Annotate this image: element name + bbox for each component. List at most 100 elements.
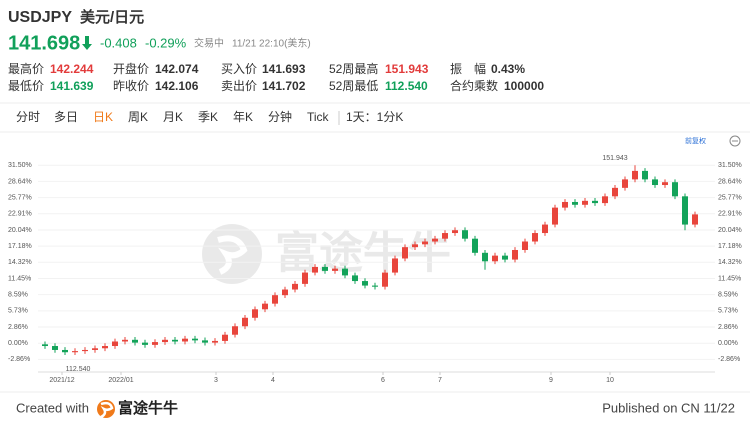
x-tick-label: 2021/12 (49, 377, 74, 384)
min-annotation: 112.540 (66, 366, 91, 373)
candle-body (202, 340, 208, 343)
candle-body (152, 342, 158, 345)
candle-body (282, 289, 288, 296)
stat-value: 100000 (504, 79, 544, 93)
tab-bar: 分时 多日 日K 周K 月K 季K 年K 分钟 Tick 1天：1分K (16, 109, 403, 124)
tab[interactable]: 1天：1分K (346, 110, 403, 124)
tab[interactable]: 季K (198, 110, 218, 124)
stat-value: 142.074 (155, 62, 199, 76)
candle-body (652, 179, 658, 186)
candle-body (252, 309, 258, 318)
y-tick-label: 20.04% (8, 227, 32, 234)
candle-body (392, 258, 398, 273)
stat-label: 开盘价 (113, 61, 149, 76)
tab[interactable]: 月K (163, 110, 183, 124)
symbol: USDJPY (8, 9, 72, 26)
candle-body (522, 241, 528, 250)
y-tick-label: 28.64% (8, 178, 32, 185)
candle-body (222, 334, 228, 341)
settings-icon[interactable] (729, 135, 741, 147)
watermark-text: 富途牛牛 (275, 229, 451, 278)
y-tick-label-right: 22.91% (718, 211, 742, 218)
price: 141.698 (8, 32, 80, 54)
chart: -2.86% -2.86% 0.00% 0.00% 2.86% 2.86% 5.73% 5.7… (8, 155, 742, 384)
x-tick-label: 3 (214, 377, 218, 384)
candle-body (332, 268, 338, 271)
y-tick-label-right: 11.45% (718, 275, 741, 282)
brand: 富途牛牛 (118, 399, 178, 417)
candle-body (542, 224, 548, 234)
x-tick-label: 4 (271, 377, 275, 384)
candle-body (62, 349, 68, 353)
candle-body (622, 179, 628, 188)
stat-value: 0.43% (491, 62, 525, 76)
stat-value: 112.540 (385, 79, 428, 93)
stat-label: 合约乘数 (450, 78, 498, 93)
adjust-button[interactable]: 前复权 (685, 136, 706, 145)
y-tick-label-right: 2.86% (718, 324, 738, 331)
candle-body (462, 230, 468, 239)
y-tick-label: 25.77% (8, 194, 32, 201)
tab[interactable]: 多日 (54, 110, 78, 124)
x-tick-label: 9 (549, 377, 553, 384)
candle-body (602, 196, 608, 204)
y-tick-label: 8.59% (8, 292, 28, 299)
stat-label: 振 幅 (450, 61, 486, 76)
candle-body (272, 295, 278, 304)
candle-body (502, 255, 508, 260)
created-with: Created with (16, 400, 89, 415)
max-annotation: 151.943 (602, 155, 627, 162)
candle-body (512, 249, 518, 260)
y-tick-label: 14.32% (8, 259, 32, 266)
candle-body (172, 339, 178, 342)
x-tick-label: 6 (381, 377, 385, 384)
tab[interactable]: Tick (307, 110, 330, 124)
stat-value: 141.702 (262, 79, 306, 93)
tab[interactable]: 年K (233, 110, 253, 124)
candle-body (562, 201, 568, 208)
candle-body (232, 326, 238, 335)
y-tick-label-right: 25.77% (718, 194, 742, 201)
candle-body (262, 303, 268, 310)
candle-body (682, 196, 688, 225)
stats: 最高价 142.244 开盘价 142.074 买入价 141.693 52周最高 151.9… (8, 61, 544, 93)
tab[interactable]: 日K (93, 110, 113, 124)
y-tick-label: 2.86% (8, 324, 28, 331)
x-tick-label: 10 (606, 377, 614, 384)
candle-body (482, 252, 488, 262)
candle-body (422, 241, 428, 245)
instrument-name: 美元/日元 (80, 8, 144, 26)
stat-label: 最高价 (8, 61, 44, 76)
y-tick-label: 17.18% (8, 243, 32, 250)
change: -0.408 (100, 35, 137, 50)
y-tick-label-right: 17.18% (718, 243, 742, 250)
candle-body (582, 200, 588, 205)
candle-body (242, 317, 248, 327)
y-tick-label-right: 31.50% (718, 162, 742, 169)
stat-value: 142.106 (155, 79, 199, 93)
candle-body (42, 344, 48, 347)
time: 11/21 22:10(美东) (232, 37, 311, 50)
tab[interactable]: 周K (128, 110, 148, 124)
candle-body (212, 340, 218, 343)
candle-body (382, 272, 388, 287)
candle-body (52, 346, 58, 350)
stat-label: 卖出价 (221, 79, 257, 93)
candle-body (432, 238, 438, 242)
brand-logo-mark (100, 401, 114, 419)
y-tick-label-right: 20.04% (718, 227, 742, 234)
candle-body (672, 182, 678, 197)
candle-body (112, 341, 118, 347)
stat-label: 最低价 (8, 79, 44, 93)
x-tick-label: 2022/01 (108, 377, 133, 384)
candle-body (592, 200, 598, 204)
candle-body (662, 182, 668, 186)
candle-body (532, 233, 538, 242)
candle-body (552, 207, 558, 225)
candle-body (572, 201, 578, 205)
candle-body (322, 266, 328, 271)
candle-body (472, 238, 478, 253)
tab[interactable]: 分钟 (268, 109, 292, 124)
tab[interactable]: 分时 (16, 110, 40, 124)
y-tick-label-right: 14.32% (718, 259, 742, 266)
